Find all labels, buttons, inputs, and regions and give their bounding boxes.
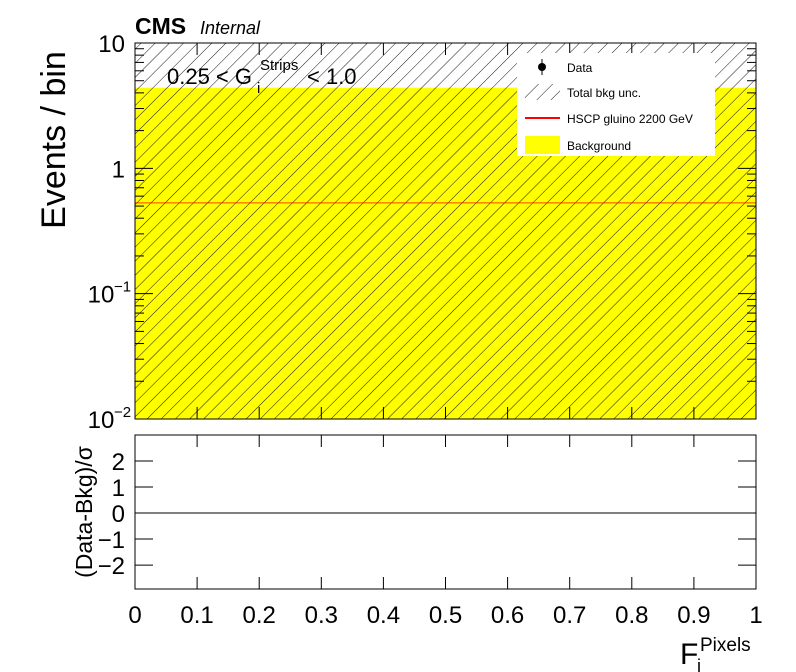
x-tick-label: 1 <box>749 602 762 629</box>
legend-symbol <box>525 136 560 154</box>
x-axis-label: F <box>680 638 698 671</box>
y-tick-label: 10 <box>88 282 115 309</box>
y-tick-label: −1 <box>98 527 125 554</box>
legend-label: HSCP gluino 2200 GeV <box>567 112 693 126</box>
y-tick-label: 10 <box>98 31 125 58</box>
x-tick-label: 0.8 <box>615 602 648 629</box>
frame <box>134 434 757 590</box>
y-tick-label: 1 <box>112 475 125 502</box>
y-tick-exponent: −2 <box>114 404 131 421</box>
x-tick-label: 0.1 <box>180 602 213 629</box>
legend-symbol <box>525 84 560 100</box>
legend-label: Background <box>567 139 631 153</box>
chart-title: CMS <box>135 13 186 39</box>
legend-label: Data <box>567 61 593 75</box>
chart-subtitle: Internal <box>200 18 261 38</box>
annotation: < 1.0 <box>307 64 357 89</box>
y-tick-label: 2 <box>112 449 125 476</box>
x-tick-label: 0 <box>128 602 141 629</box>
x-tick-label: 0.2 <box>243 602 276 629</box>
y-axis-label: (Data-Bkg)/σ <box>71 446 97 578</box>
annotation: 0.25 < G <box>167 64 252 89</box>
y-tick-label: 1 <box>112 156 125 183</box>
y-tick-label: 10 <box>88 407 115 434</box>
y-axis-label: Events / bin <box>35 51 73 229</box>
x-tick-label: 0.6 <box>491 602 524 629</box>
annotation-sup: Strips <box>260 57 298 74</box>
x-axis-label-sup: Pixels <box>700 635 751 656</box>
y-tick-label: 0 <box>112 501 125 528</box>
x-tick-label: 0.9 <box>677 602 710 629</box>
x-tick-label: 0.7 <box>553 602 586 629</box>
x-tick-label: 0.5 <box>429 602 462 629</box>
annotation-sub: i <box>257 80 260 97</box>
y-tick-label: −2 <box>98 553 125 580</box>
y-tick-exponent: −1 <box>114 279 131 296</box>
x-tick-label: 0.4 <box>367 602 400 629</box>
x-axis-label-sub: i <box>697 656 701 672</box>
x-tick-label: 0.3 <box>305 602 338 629</box>
legend-symbol <box>538 63 546 71</box>
legend-label: Total bkg unc. <box>567 86 641 100</box>
